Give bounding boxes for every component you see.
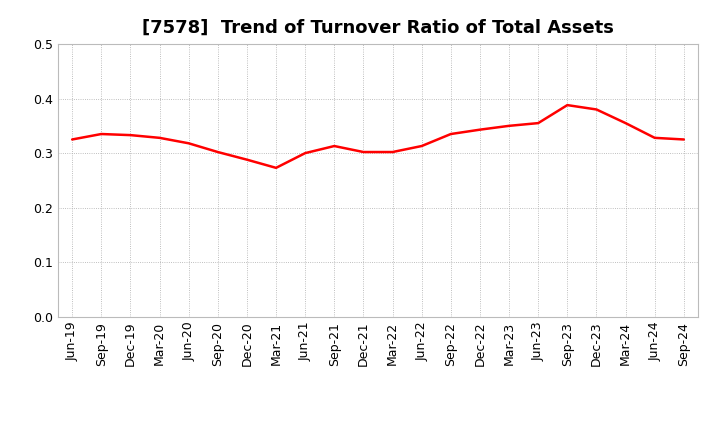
Title: [7578]  Trend of Turnover Ratio of Total Assets: [7578] Trend of Turnover Ratio of Total …	[142, 19, 614, 37]
